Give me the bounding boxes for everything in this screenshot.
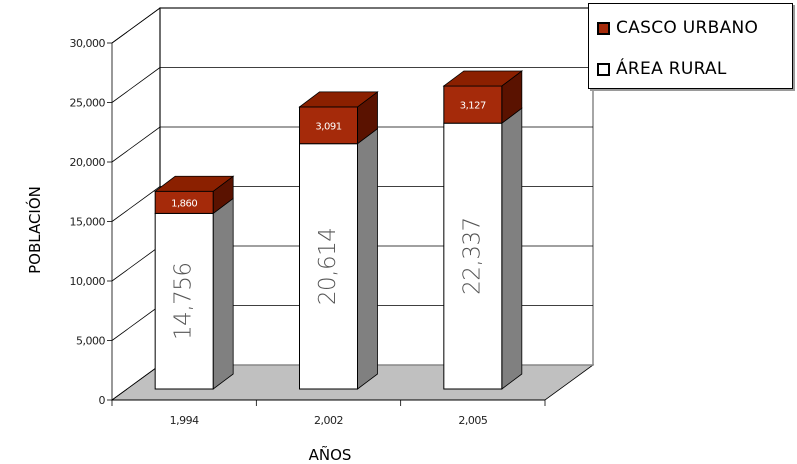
bar-urban	[443, 85, 503, 124]
bar-urban	[299, 106, 358, 145]
legend: CASCO URBANO ÁREA RURAL	[588, 3, 793, 89]
y-tick-label: 0	[99, 394, 106, 407]
y-tick-label: 10,000	[70, 275, 106, 288]
data-label-urban: 3,091	[315, 121, 341, 132]
gridline-diagonal	[111, 67, 161, 103]
y-tick-label: 25,000	[70, 97, 106, 110]
legend-swatch-rural	[597, 62, 610, 76]
gridline-diagonal	[111, 186, 161, 222]
gridline-diagonal	[111, 245, 161, 282]
bar-rural	[299, 143, 358, 390]
legend-label-urban: CASCO URBANO	[616, 18, 759, 38]
bar-top-urban	[153, 175, 235, 192]
bars	[153, 70, 524, 390]
x-tick-label: 2,005	[458, 414, 487, 427]
bar-rural	[443, 122, 503, 390]
x-axis-title: AÑOS	[309, 445, 352, 464]
bar-rural	[154, 212, 214, 390]
data-label-rural: 20,614	[315, 228, 341, 305]
bar-side-rural	[212, 197, 234, 390]
legend-item-urban: CASCO URBANO	[597, 18, 758, 38]
data-label-urban: 3,127	[460, 101, 486, 112]
labels: 0 5,000 10,000 15,000 20,000 25,000 30,000 1,86…	[70, 37, 489, 427]
data-label-rural: 22,337	[459, 217, 485, 294]
y-axis-title: POBLACIÓN	[25, 186, 44, 274]
bar-side-rural	[501, 107, 523, 390]
y-tick-label: 30,000	[70, 37, 106, 50]
y-tick-label: 15,000	[70, 216, 106, 229]
data-label-rural: 14,756	[171, 262, 197, 339]
gridline-diagonal	[111, 7, 161, 44]
y-tick-label: 20,000	[70, 156, 106, 169]
bar-side-rural	[357, 127, 378, 390]
data-label-urban: 1,860	[171, 198, 197, 209]
gridline-diagonal	[111, 126, 161, 163]
bar-top-urban	[442, 70, 524, 87]
legend-swatch-urban	[597, 21, 610, 35]
x-tick-label: 1,994	[170, 414, 199, 427]
gridline-diagonal	[111, 305, 161, 341]
x-tick-label: 2,002	[314, 414, 343, 427]
y-tick-label: 5,000	[76, 335, 105, 348]
legend-label-rural: ÁREA RURAL	[616, 59, 727, 79]
legend-item-rural: ÁREA RURAL	[597, 59, 727, 79]
axes	[107, 42, 546, 406]
bar-top-urban	[298, 91, 379, 108]
